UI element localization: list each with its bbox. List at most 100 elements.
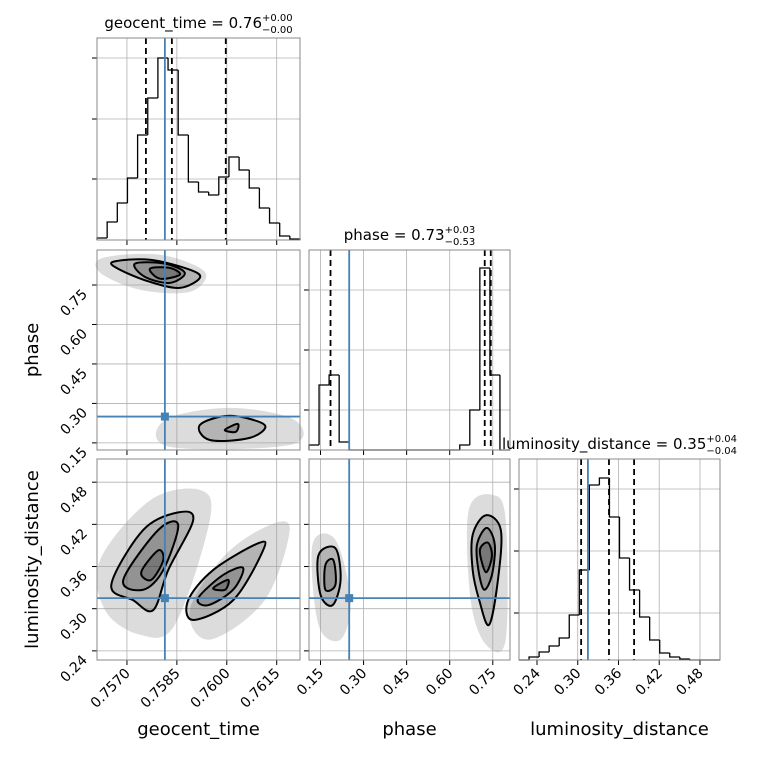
truth-marker xyxy=(345,594,354,603)
y-tick-label: 0.24 xyxy=(57,652,90,685)
hist-step xyxy=(208,192,219,196)
panel-frame xyxy=(518,458,721,661)
title-lower: −0.53 xyxy=(445,237,476,248)
panel-frame xyxy=(96,37,301,241)
hist-step xyxy=(157,57,169,98)
x-tick-label: 0.30 xyxy=(337,666,370,699)
x-tick-label: 0.24 xyxy=(510,665,543,698)
y-tick-label: 0.36 xyxy=(57,568,90,601)
title-lower: −0.00 xyxy=(262,25,293,36)
hist-step xyxy=(248,170,260,189)
hist-step xyxy=(228,156,240,177)
hist-step xyxy=(348,442,360,451)
title-lower: −0.04 xyxy=(706,446,737,457)
hist-step xyxy=(568,614,580,638)
panel: 0.7570 0.7585 0.7600 0.7615 0.24 0.30 0.36 0.42… xyxy=(22,458,301,740)
sample-cloud xyxy=(96,488,212,638)
hist-step xyxy=(218,176,229,195)
x-tick-label: 0.7615 xyxy=(238,666,284,712)
panel: 0.15 0.30 0.45 0.60 0.75 phase xyxy=(294,458,511,740)
panel-frame xyxy=(96,458,301,661)
x-tick-label: 0.48 xyxy=(673,666,706,699)
contour xyxy=(323,557,337,593)
hist-step xyxy=(338,375,350,443)
hist-step xyxy=(618,517,630,559)
title-upper: +0.00 xyxy=(262,13,293,24)
x-axis-label: luminosity_distance xyxy=(530,719,709,740)
title-text: phase = 0.73 xyxy=(344,226,445,244)
hist-step xyxy=(136,134,148,178)
hist-step xyxy=(318,384,330,445)
hist-step xyxy=(197,182,209,193)
hist-step xyxy=(238,157,250,171)
hist-step xyxy=(588,484,600,570)
hist-step xyxy=(578,569,590,615)
panel-title: phase = 0.73+0.03 −0.53 xyxy=(344,225,475,248)
sample-cloud xyxy=(311,533,351,642)
title-upper: +0.03 xyxy=(445,225,476,236)
contour xyxy=(475,526,496,591)
hist-step xyxy=(328,374,340,385)
y-tick-label: 0.48 xyxy=(57,484,90,517)
contour xyxy=(110,510,195,613)
panel-title: luminosity_distance = 0.35+0.04 −0.04 xyxy=(502,434,737,457)
y-tick-label: 0.42 xyxy=(57,526,90,559)
hist-step xyxy=(608,478,620,518)
panel: geocent_time = 0.76+0.00 −0.00 xyxy=(92,13,301,245)
hist-step xyxy=(649,617,660,641)
hist-step xyxy=(126,177,138,203)
panel-frame xyxy=(308,458,511,661)
x-tick-label: 0.30 xyxy=(551,666,584,699)
y-tick-label: 0.15 xyxy=(57,444,90,477)
truth-marker xyxy=(160,412,169,421)
contour xyxy=(196,566,245,607)
x-tick-label: 0.7570 xyxy=(88,666,134,712)
panel-frame xyxy=(308,249,511,451)
hist-step xyxy=(289,236,301,240)
hist-step xyxy=(548,645,560,652)
hist-step xyxy=(558,637,570,646)
x-tick-label: 0.15 xyxy=(294,666,327,699)
panel-frame xyxy=(96,249,301,451)
hist-step xyxy=(598,477,610,485)
hist-step xyxy=(308,444,320,450)
y-tick-label: 0.30 xyxy=(57,405,90,438)
contour xyxy=(212,578,230,592)
hist-step xyxy=(116,202,128,222)
y-axis-label: luminosity_distance xyxy=(22,470,43,649)
title-text: luminosity_distance = 0.35 xyxy=(502,435,706,454)
hist-step xyxy=(669,653,680,658)
hist-step xyxy=(659,640,670,654)
title-text: geocent_time = 0.76 xyxy=(104,14,262,33)
y-tick-label: 0.75 xyxy=(57,287,90,320)
y-tick-label: 0.45 xyxy=(57,365,90,398)
hist-step xyxy=(177,70,189,136)
contour xyxy=(140,549,165,582)
hist-step xyxy=(469,409,480,445)
sample-cloud xyxy=(466,494,508,653)
panel: 0.15 0.30 0.45 0.60 0.75 phase xyxy=(22,249,304,478)
hist-step xyxy=(459,444,470,450)
x-axis-label: phase xyxy=(382,719,436,740)
hist-step xyxy=(268,208,280,224)
contour xyxy=(223,422,240,434)
sample-cloud xyxy=(155,407,304,450)
hist-step xyxy=(258,188,270,209)
hist-step xyxy=(279,223,290,237)
y-tick-label: 0.30 xyxy=(57,610,90,643)
panel-title: geocent_time = 0.76+0.00 −0.00 xyxy=(104,13,292,36)
x-tick-label: 0.45 xyxy=(380,666,413,699)
y-axis-label: phase xyxy=(22,323,43,377)
hist-step xyxy=(106,221,118,238)
panel: 0.24 0.30 0.36 0.42 0.48 luminosity_distance … xyxy=(502,434,737,740)
hist-step xyxy=(638,590,650,618)
hist-step xyxy=(187,135,199,183)
truth-marker xyxy=(160,594,169,603)
hist-step xyxy=(167,58,179,71)
hist-step xyxy=(528,656,540,660)
x-tick-label: 0.75 xyxy=(466,666,499,699)
x-tick-label: 0.42 xyxy=(633,666,666,699)
contour xyxy=(478,541,493,574)
